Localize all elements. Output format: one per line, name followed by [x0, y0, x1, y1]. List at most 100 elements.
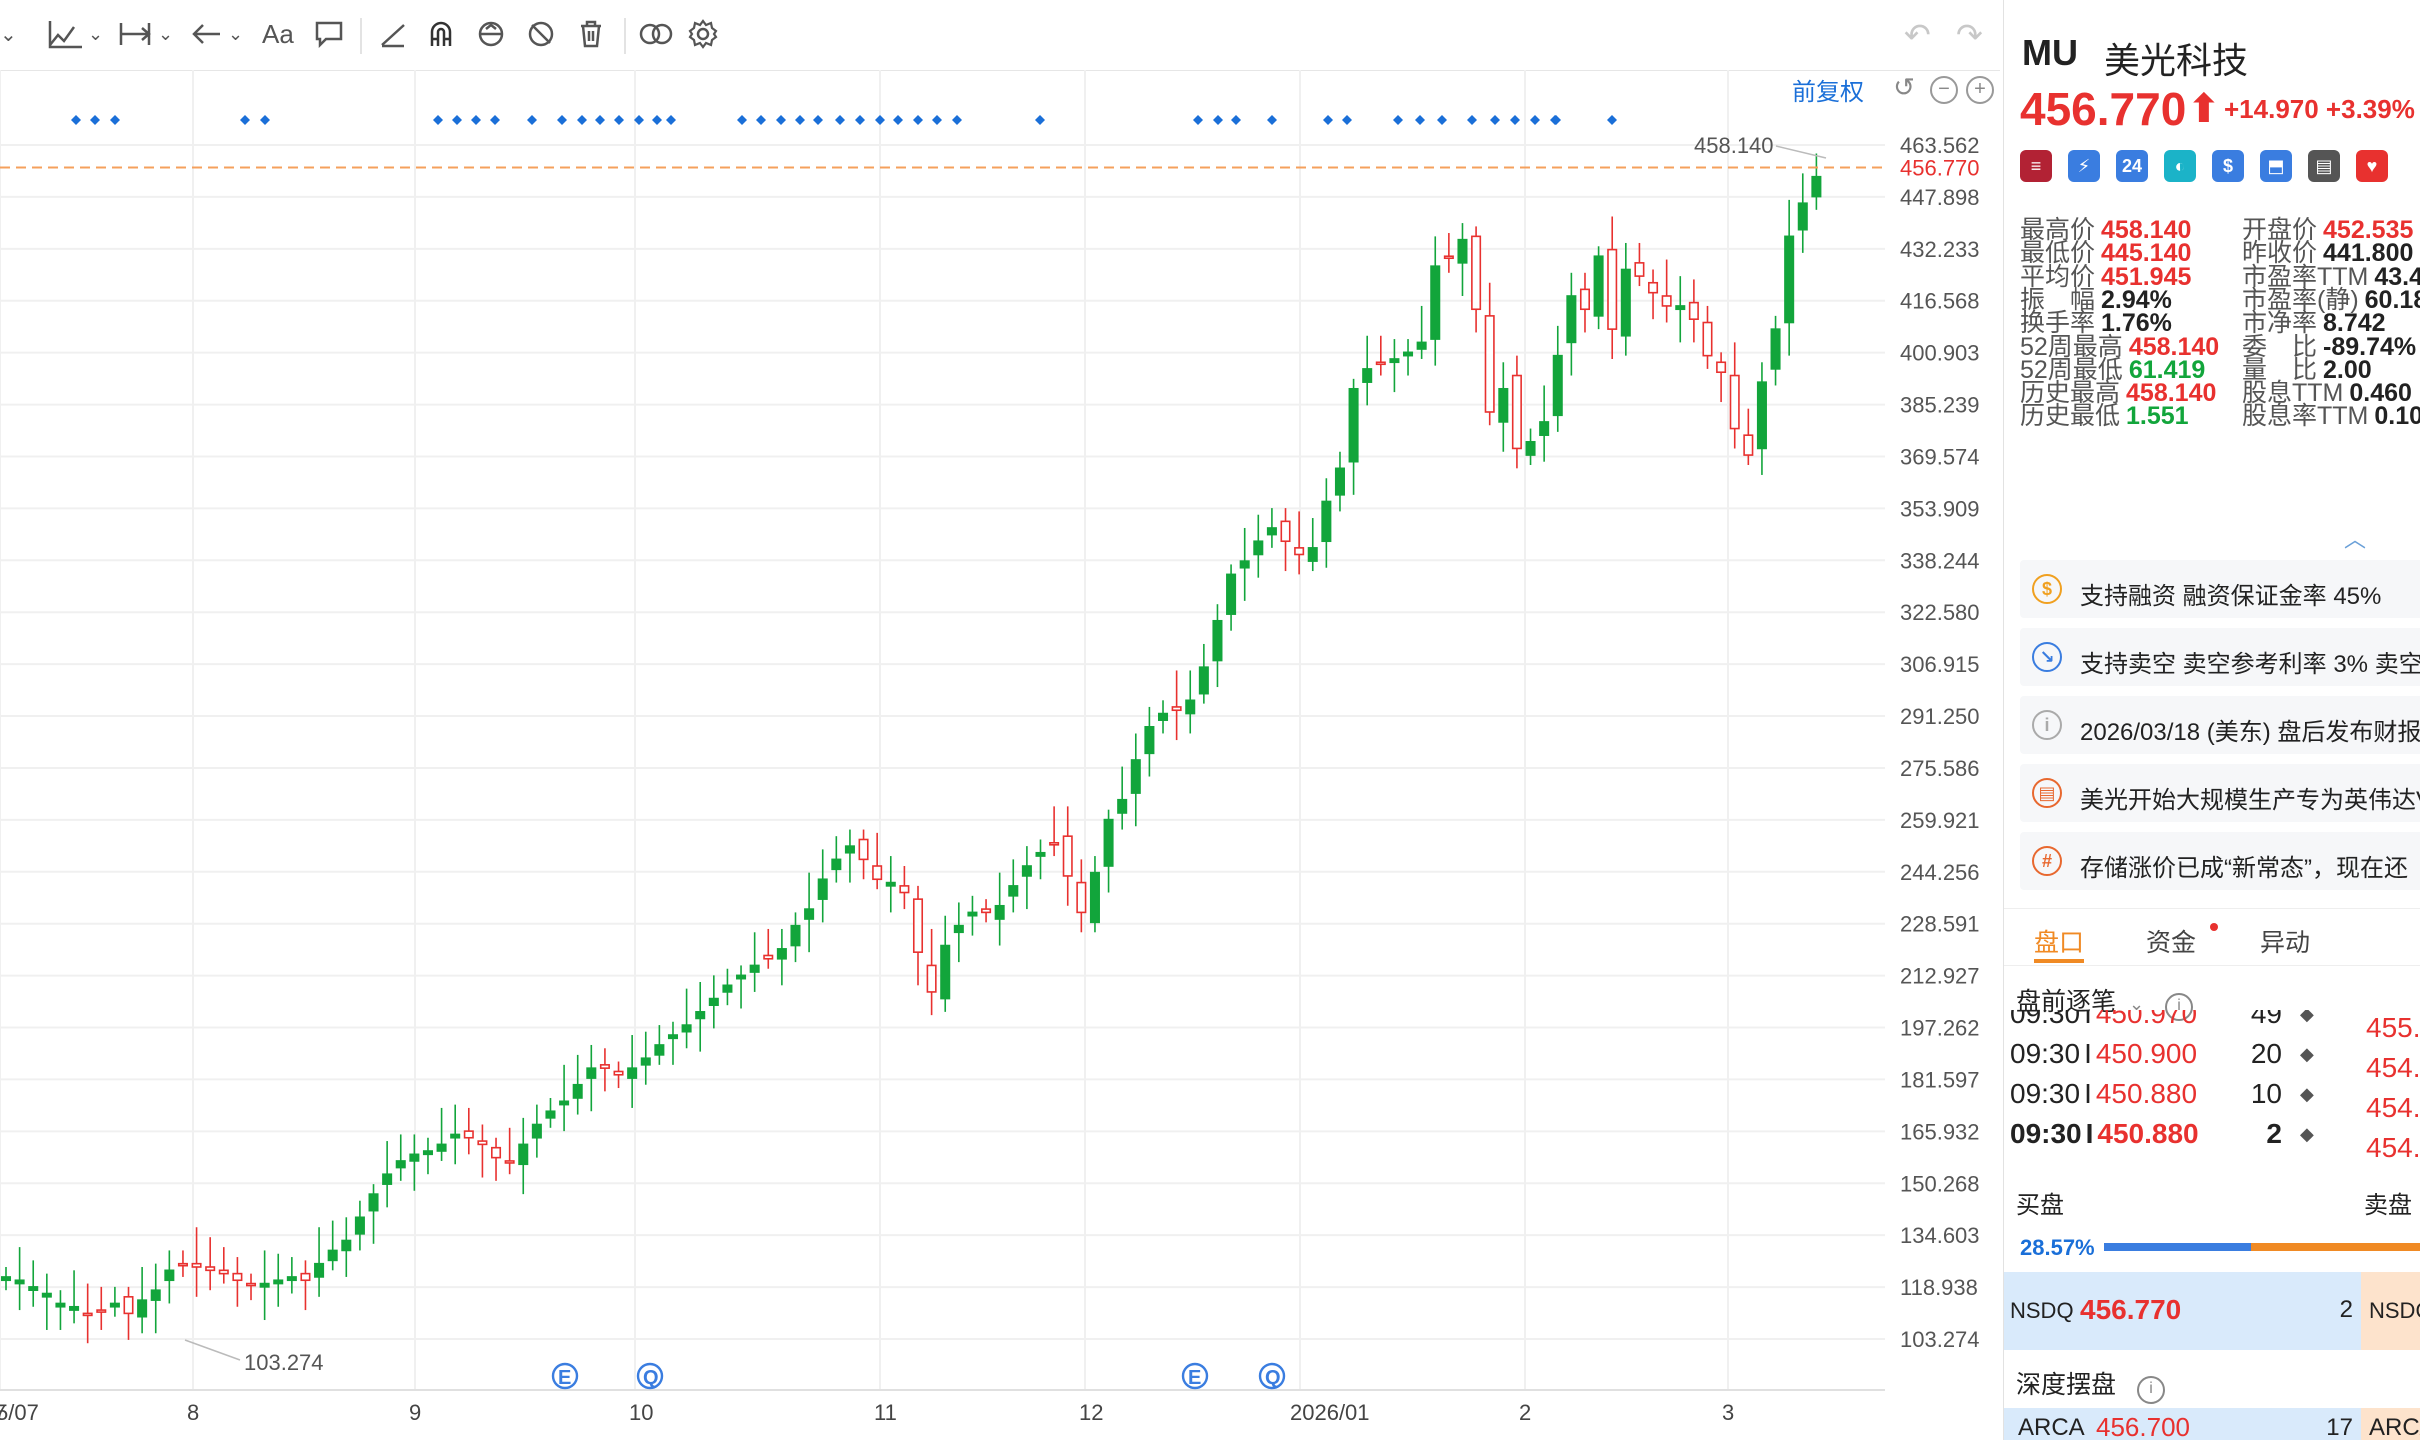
candle-body — [1552, 354, 1563, 417]
candle-body — [1348, 387, 1359, 463]
candle-body — [150, 1289, 161, 1301]
candle-body — [1362, 368, 1373, 383]
candle-body — [940, 944, 951, 1000]
event-dot-icon — [776, 115, 786, 125]
tick-side-icon: ◆ — [2300, 1044, 2314, 1064]
bid-price: 456.770 — [2080, 1294, 2182, 1325]
candle-body — [327, 1249, 338, 1262]
zoom-out-icon[interactable]: − — [1930, 76, 1958, 104]
settings-gear-icon[interactable] — [688, 14, 718, 54]
collapse-caret-icon[interactable]: ︿ — [2344, 527, 2367, 552]
badge-icon[interactable]: ≡ — [2020, 150, 2052, 182]
undo-icon[interactable]: ↶ — [1904, 17, 1931, 53]
news-item[interactable]: $ 支持融资 融资保证金率 45% — [2020, 560, 2420, 618]
candle-body — [654, 1044, 665, 1056]
tab-capital[interactable]: 资金 — [2146, 929, 2197, 957]
badge-icon[interactable]: ⬒ — [2260, 150, 2292, 182]
tab-handicap[interactable]: 盘口 — [2034, 929, 2085, 957]
y-tick-label: 118.938 — [1900, 1275, 1978, 1300]
reset-icon[interactable]: ↺ — [1893, 72, 1915, 102]
stat-value: 458.140 — [2126, 379, 2217, 408]
info-icon[interactable]: i — [2136, 1376, 2165, 1404]
news-item[interactable]: ▤ 美光开始大规模生产专为英伟达V — [2020, 764, 2420, 822]
candle-body — [1375, 361, 1386, 366]
candle-body — [1008, 885, 1019, 897]
compare-icon[interactable] — [638, 14, 674, 54]
last-price: 456.770 — [2020, 83, 2187, 135]
tick-side-icon: ◆ — [2300, 1010, 2314, 1024]
news-icon: ▤ — [2032, 778, 2062, 808]
candle-body — [1756, 381, 1767, 450]
text-tool-icon[interactable]: Aa — [262, 18, 294, 49]
event-marker-label: Q — [643, 1367, 659, 1389]
chevron-down-icon[interactable]: ⌄ — [228, 23, 244, 44]
candle-body — [164, 1269, 175, 1282]
badge-icon[interactable]: ♥ — [2356, 150, 2388, 182]
tick-row: 09:30 I 450.900 20 ◆ — [2010, 1038, 2314, 1070]
divider — [624, 18, 626, 54]
depth-ask[interactable]: ARCA — [2361, 1408, 2420, 1440]
candlestick-chart[interactable]: 463.562 447.898 432.233 416.568 400.903 385.2… — [0, 0, 2000, 1440]
news-text: 支持融资 融资保证金率 45% — [2080, 583, 2382, 610]
premarket-label: 盘前逐笔 — [2016, 988, 2117, 1016]
candle-body — [844, 845, 855, 854]
comment-icon[interactable] — [314, 14, 344, 54]
tab-unusual[interactable]: 异动 — [2260, 929, 2311, 957]
x-tick-label: 7 — [0, 1400, 6, 1425]
range-icon[interactable] — [118, 14, 152, 54]
news-item[interactable]: i 2026/03/18 (美东) 盘后发布财报 — [2020, 696, 2420, 754]
magnet-icon[interactable] — [426, 14, 456, 54]
candle-body — [69, 1305, 80, 1311]
y-tick-label: 134.603 — [1900, 1223, 1980, 1248]
badge-icon[interactable]: $ — [2212, 150, 2244, 182]
tick-price-right: 454. — [2366, 1132, 2420, 1163]
candle-body — [1185, 699, 1196, 715]
event-dot-icon — [666, 115, 676, 125]
bid-quote[interactable]: NSDQ 456.770 2 — [2004, 1272, 2361, 1350]
news-item[interactable]: ↘ 支持卖空 卖空参考利率 3% 卖空 — [2020, 628, 2420, 686]
line-draw-icon[interactable] — [378, 14, 408, 54]
trash-icon[interactable] — [576, 14, 606, 54]
redo-icon[interactable]: ↷ — [1956, 17, 1983, 53]
badge-icon[interactable]: ▤ — [2308, 150, 2340, 182]
badge-icon[interactable]: ◐ — [2164, 150, 2196, 182]
badge-icon[interactable]: ⚡ — [2068, 150, 2100, 182]
y-tick-label: 369.574 — [1900, 444, 1980, 469]
candle-body — [1266, 527, 1277, 536]
chart-style-icon[interactable] — [48, 14, 84, 54]
news-item[interactable]: # 存储涨价已成“新常态”，现在还 — [2020, 832, 2420, 890]
indicator-icon[interactable]: ⌄ — [0, 23, 17, 46]
stat-row: 开盘价 452.535 — [2242, 210, 2413, 246]
candle-body — [504, 1160, 515, 1164]
sync-icon[interactable] — [476, 14, 506, 54]
depth-bid[interactable]: ARCA 456.700 17 — [2004, 1408, 2361, 1440]
event-dot-icon — [1035, 115, 1045, 125]
candle-body — [695, 1011, 706, 1020]
ask-quote[interactable]: NSDQ — [2361, 1272, 2420, 1350]
candle-body — [1443, 255, 1454, 260]
low-annotation: 103.274 — [244, 1350, 324, 1375]
back-arrow-icon[interactable] — [190, 14, 224, 54]
chevron-down-icon[interactable]: ⌄ — [88, 23, 104, 44]
premarket-ticks-selector[interactable]: 盘前逐笔 ⌄ i — [2016, 982, 2194, 1021]
tick-volume: 2 — [2266, 1118, 2282, 1149]
candle-body — [1457, 238, 1468, 264]
panel-tabs: 盘口 资金 异动 — [2004, 908, 2420, 966]
candle-body — [463, 1130, 474, 1139]
candle-body — [1239, 560, 1250, 569]
hide-icon[interactable] — [526, 14, 556, 54]
tick-side-icon: ◆ — [2300, 1124, 2314, 1144]
price-adjust-button[interactable]: 前复权 — [1792, 79, 1864, 106]
stat-value: 452.535 — [2323, 216, 2414, 244]
info-icon[interactable]: i — [2165, 993, 2194, 1021]
stat-label: 昨收价 — [2242, 239, 2318, 268]
event-dot-icon — [1213, 115, 1223, 125]
last-price-label: 456.770 — [1900, 156, 1980, 181]
zoom-in-icon[interactable]: + — [1966, 76, 1994, 104]
chevron-down-icon[interactable]: ⌄ — [158, 23, 174, 44]
separator: I — [2084, 1078, 2092, 1109]
chevron-down-icon: ⌄ — [2128, 994, 2145, 1014]
candle-body — [817, 878, 828, 900]
candle-body — [1416, 341, 1427, 350]
badge-icon[interactable]: 24 — [2116, 150, 2148, 182]
